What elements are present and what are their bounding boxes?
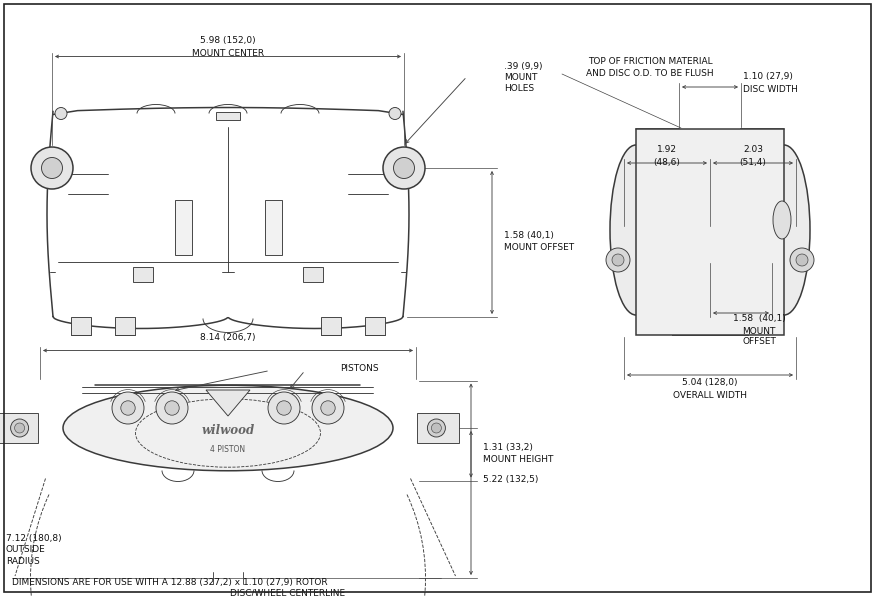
- Text: 2.03: 2.03: [743, 145, 763, 154]
- Text: (51,4): (51,4): [739, 157, 766, 166]
- Circle shape: [164, 401, 179, 415]
- Circle shape: [121, 401, 136, 415]
- Bar: [216, 111, 240, 120]
- Text: 1.31 (33,2): 1.31 (33,2): [483, 443, 533, 452]
- Text: wilwood: wilwood: [201, 424, 255, 437]
- Text: HOLES: HOLES: [504, 84, 534, 93]
- Circle shape: [383, 147, 425, 189]
- Text: MOUNT HEIGHT: MOUNT HEIGHT: [483, 455, 553, 464]
- Circle shape: [321, 401, 335, 415]
- Text: AND DISC O.D. TO BE FLUSH: AND DISC O.D. TO BE FLUSH: [586, 70, 714, 79]
- Circle shape: [606, 248, 630, 272]
- Text: DISC/WHEEL CENTERLINE: DISC/WHEEL CENTERLINE: [230, 588, 346, 596]
- Ellipse shape: [773, 201, 791, 239]
- Ellipse shape: [758, 145, 810, 315]
- Text: OFFSET: OFFSET: [742, 337, 776, 346]
- Text: 1.58  (40,1): 1.58 (40,1): [732, 315, 786, 324]
- Circle shape: [431, 423, 441, 433]
- Circle shape: [427, 419, 445, 437]
- Circle shape: [312, 392, 344, 424]
- Text: DISC WIDTH: DISC WIDTH: [743, 85, 798, 94]
- Text: OUTSIDE: OUTSIDE: [6, 545, 46, 554]
- Circle shape: [612, 254, 624, 266]
- Ellipse shape: [63, 385, 393, 471]
- Text: OVERALL WIDTH: OVERALL WIDTH: [673, 390, 747, 399]
- Text: PISTONS: PISTONS: [340, 364, 379, 373]
- Text: 1.92: 1.92: [657, 145, 677, 154]
- Polygon shape: [206, 390, 250, 416]
- Circle shape: [31, 147, 73, 189]
- Text: MOUNT: MOUNT: [504, 73, 537, 82]
- Bar: [636, 129, 784, 335]
- Bar: [264, 200, 282, 254]
- Circle shape: [394, 157, 415, 178]
- Circle shape: [796, 254, 808, 266]
- Text: 8.14 (206,7): 8.14 (206,7): [200, 333, 255, 342]
- Text: 5.04 (128,0): 5.04 (128,0): [682, 378, 738, 387]
- Text: MOUNT OFFSET: MOUNT OFFSET: [504, 243, 574, 252]
- Circle shape: [55, 107, 67, 120]
- Text: 5.98 (152,0): 5.98 (152,0): [200, 36, 255, 45]
- Circle shape: [156, 392, 188, 424]
- Circle shape: [268, 392, 300, 424]
- Bar: [115, 316, 135, 334]
- Bar: [417, 413, 459, 443]
- Text: MOUNT CENTER: MOUNT CENTER: [192, 49, 264, 58]
- Circle shape: [112, 392, 144, 424]
- Bar: [133, 266, 153, 281]
- Text: 4 PISTON: 4 PISTON: [210, 445, 246, 455]
- Text: 1.58 (40,1): 1.58 (40,1): [504, 231, 554, 240]
- Text: 1.10 (27,9): 1.10 (27,9): [743, 73, 793, 82]
- Text: .39 (9,9): .39 (9,9): [504, 62, 542, 71]
- Text: 5.22 (132,5): 5.22 (132,5): [483, 475, 538, 484]
- Bar: [321, 316, 341, 334]
- Bar: [365, 316, 385, 334]
- Text: DIMENSIONS ARE FOR USE WITH A 12.88 (327,2) x 1.10 (27,9) ROTOR: DIMENSIONS ARE FOR USE WITH A 12.88 (327…: [12, 579, 327, 588]
- Bar: [303, 266, 323, 281]
- Text: 7.12 (180,8): 7.12 (180,8): [6, 533, 61, 542]
- Ellipse shape: [610, 145, 662, 315]
- Circle shape: [10, 419, 29, 437]
- Circle shape: [790, 248, 814, 272]
- Circle shape: [276, 401, 291, 415]
- Circle shape: [389, 107, 401, 120]
- Text: MOUNT: MOUNT: [742, 327, 776, 336]
- Text: TOP OF FRICTION MATERIAL: TOP OF FRICTION MATERIAL: [588, 57, 712, 67]
- Circle shape: [15, 423, 24, 433]
- Bar: [174, 200, 192, 254]
- Circle shape: [41, 157, 62, 178]
- Text: RADIUS: RADIUS: [6, 557, 39, 567]
- Bar: [0, 413, 38, 443]
- Bar: [71, 316, 91, 334]
- Text: (48,6): (48,6): [654, 157, 681, 166]
